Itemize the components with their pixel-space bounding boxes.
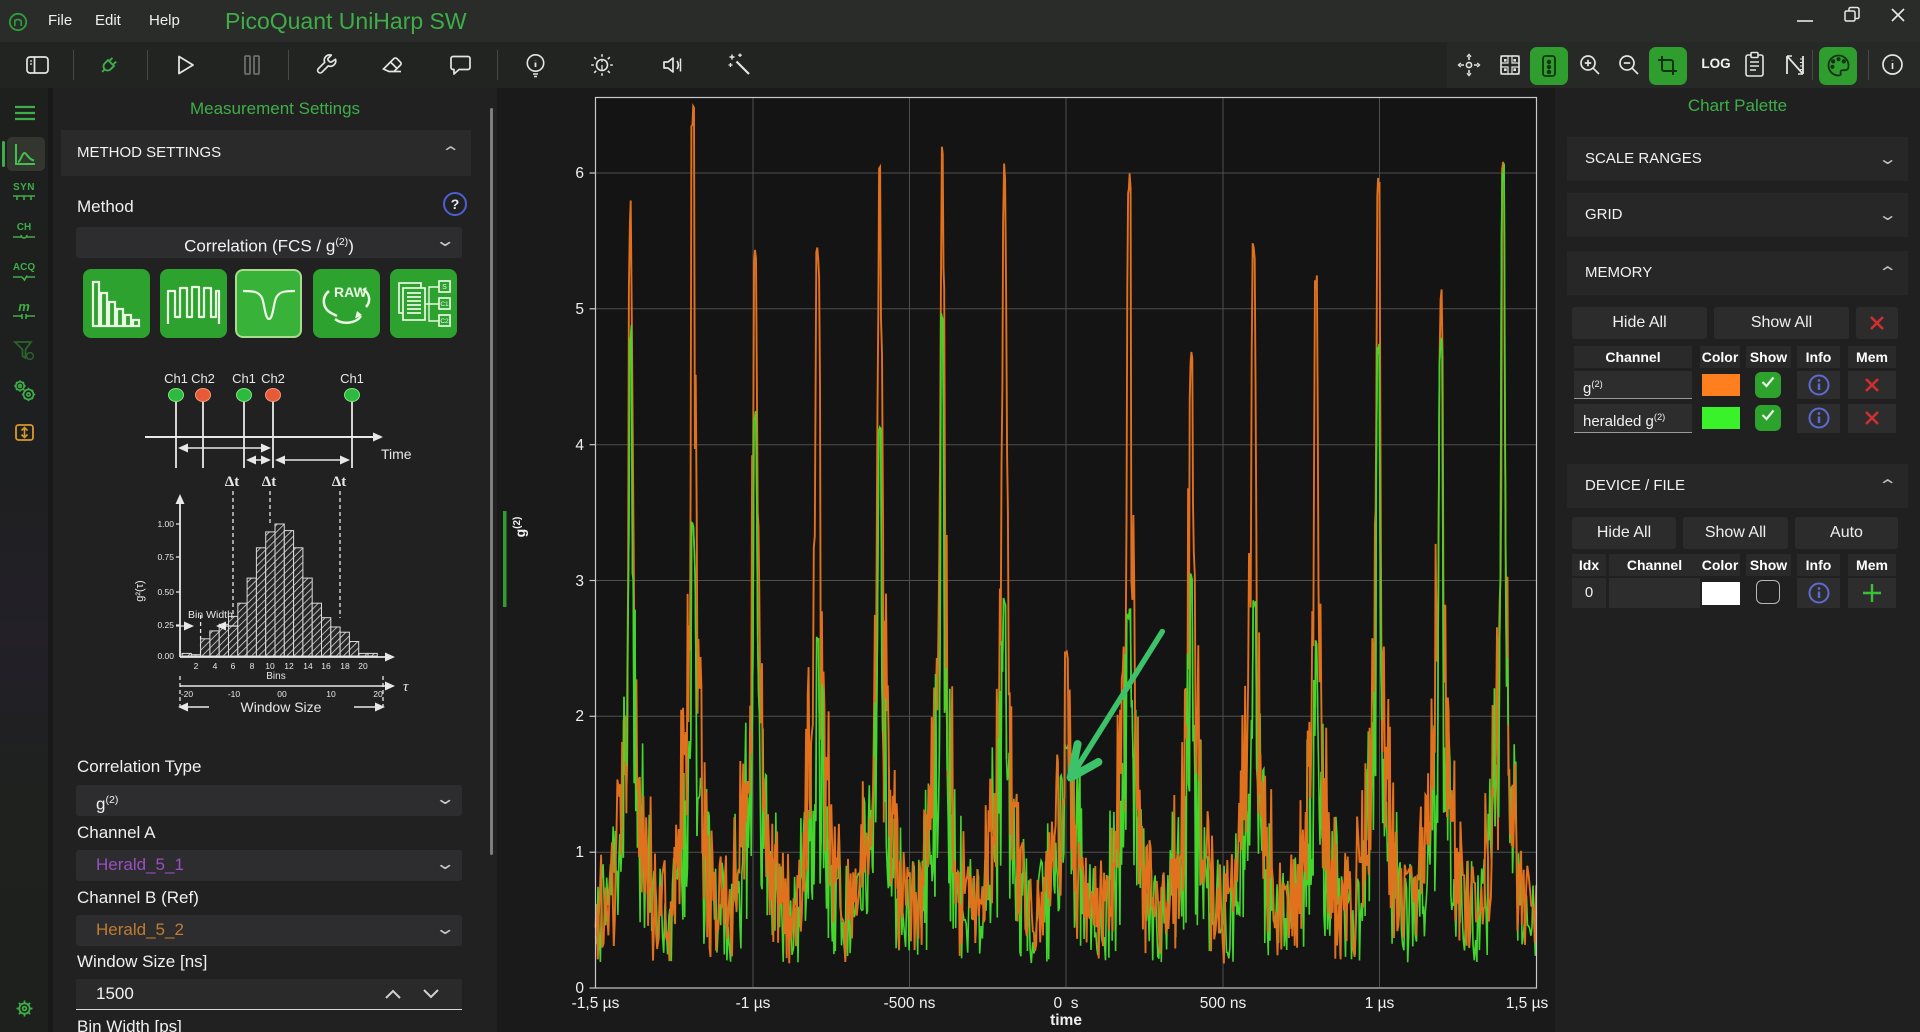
svg-text:g(2): g(2) <box>512 517 529 538</box>
svg-text:20: 20 <box>358 661 368 671</box>
svg-text:Ch1: Ch1 <box>340 371 364 386</box>
svg-text:-1 µs: -1 µs <box>736 995 771 1012</box>
svg-text:?: ? <box>451 196 460 212</box>
svg-text:3: 3 <box>575 573 584 590</box>
svg-text:Bins: Bins <box>266 671 285 682</box>
svg-text:0.50: 0.50 <box>157 587 174 597</box>
svg-text:time: time <box>1050 1012 1082 1029</box>
svg-text:0: 0 <box>575 980 584 997</box>
svg-text:1.00: 1.00 <box>157 519 174 529</box>
svg-text:-10: -10 <box>228 689 241 699</box>
svg-text:Δt: Δt <box>225 474 239 490</box>
svg-text:2: 2 <box>194 661 199 671</box>
svg-text:16: 16 <box>321 661 331 671</box>
svg-text:0.75: 0.75 <box>157 552 174 562</box>
svg-text:Δt: Δt <box>332 474 346 490</box>
svg-text:Window Size: Window Size <box>241 699 322 715</box>
svg-text:1: 1 <box>575 844 584 861</box>
svg-text:S: S <box>442 284 447 291</box>
svg-text:8: 8 <box>250 661 255 671</box>
svg-text:0 s: 0 s <box>1054 995 1079 1012</box>
svg-text:Ch2: Ch2 <box>191 371 215 386</box>
svg-text:10: 10 <box>326 689 336 699</box>
svg-text:-500 ns: -500 ns <box>884 995 936 1012</box>
svg-text:6: 6 <box>575 165 584 182</box>
svg-text:Bin Width: Bin Width <box>188 609 233 621</box>
svg-text:18: 18 <box>340 661 350 671</box>
svg-text:6: 6 <box>231 661 236 671</box>
svg-text:14: 14 <box>303 661 313 671</box>
svg-text:Time: Time <box>381 446 412 462</box>
svg-text:2: 2 <box>575 708 584 725</box>
svg-text:500 ns: 500 ns <box>1200 995 1247 1012</box>
svg-text:Ch1: Ch1 <box>164 371 188 386</box>
svg-text:0.00: 0.00 <box>157 651 174 661</box>
svg-text:Ch1: Ch1 <box>232 371 256 386</box>
svg-text:Δt: Δt <box>262 474 276 490</box>
svg-text:12: 12 <box>284 661 294 671</box>
svg-text:C2: C2 <box>440 318 449 325</box>
svg-text:C1: C1 <box>440 301 449 308</box>
svg-text:4: 4 <box>575 437 584 454</box>
svg-text:4: 4 <box>213 661 218 671</box>
svg-text:-20: -20 <box>181 689 194 699</box>
svg-text:00: 00 <box>277 689 287 699</box>
svg-text:-1,5 µs: -1,5 µs <box>572 995 620 1012</box>
svg-text:Ch2: Ch2 <box>261 371 285 386</box>
svg-text:1,5 µs: 1,5 µs <box>1506 995 1549 1012</box>
svg-text:0.25: 0.25 <box>157 620 174 630</box>
svg-text:RAW: RAW <box>334 284 367 300</box>
svg-text:10: 10 <box>265 661 275 671</box>
svg-text:20: 20 <box>373 689 383 699</box>
svg-text:1 µs: 1 µs <box>1365 995 1395 1012</box>
svg-text:τ: τ <box>403 679 409 695</box>
svg-text:5: 5 <box>575 301 584 318</box>
svg-text:g²(τ): g²(τ) <box>134 580 146 601</box>
